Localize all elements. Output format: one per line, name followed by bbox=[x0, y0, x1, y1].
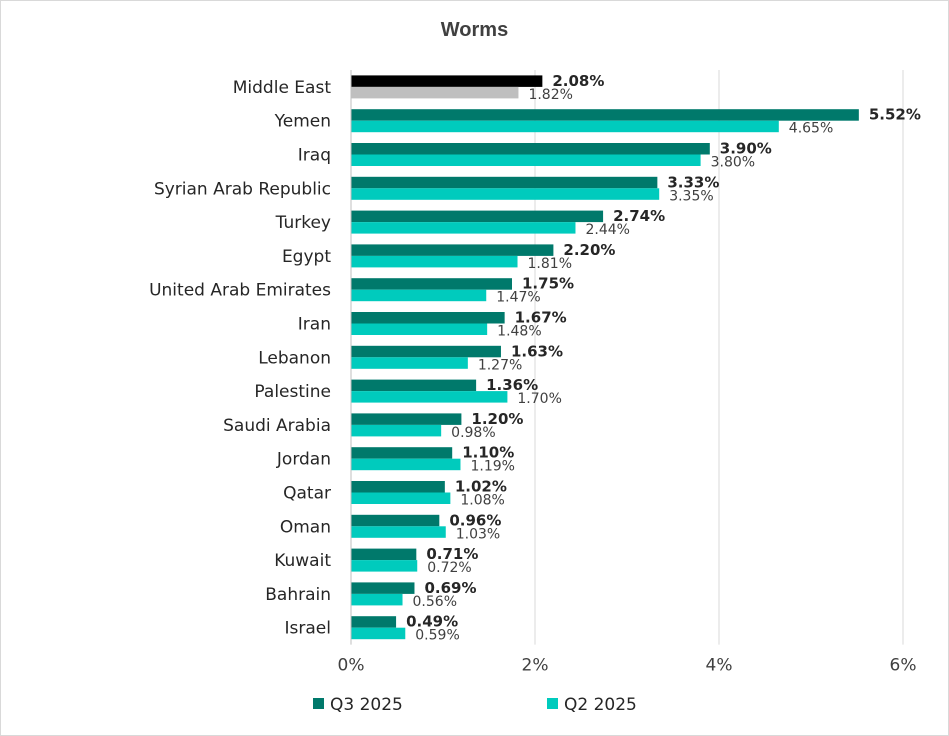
data-label-q3-iraq: 3.90% bbox=[720, 140, 772, 158]
legend-label-q2: Q2 2025 bbox=[564, 695, 637, 715]
bar-q3-syrian-arab-republic bbox=[351, 176, 658, 189]
bar-q3-jordan bbox=[351, 447, 453, 459]
data-label-q2-kuwait: 0.72% bbox=[427, 560, 471, 576]
x-tick-label-2: 2% bbox=[522, 656, 549, 676]
data-label-q2-turkey: 2.44% bbox=[585, 222, 629, 238]
bar-q2-jordan bbox=[351, 458, 461, 471]
bar-q2-israel bbox=[351, 627, 406, 640]
bar-q2-qatar bbox=[351, 492, 451, 504]
bar-q3-israel bbox=[351, 616, 397, 628]
category-label-palestine: Palestine bbox=[254, 382, 331, 402]
category-label-syrian-arab-republic: Syrian Arab Republic bbox=[154, 179, 331, 199]
x-tick-label-0: 0% bbox=[338, 656, 365, 676]
bar-q2-iraq bbox=[351, 154, 701, 166]
bar-q2-egypt bbox=[351, 255, 518, 268]
bar-q3-saudi-arabia bbox=[351, 413, 462, 425]
data-label-q2-syrian-arab-republic: 3.35% bbox=[669, 188, 713, 204]
data-label-q2-middle-east: 1.82% bbox=[528, 87, 572, 103]
data-label-q2-israel: 0.59% bbox=[415, 628, 459, 644]
bar-q3-bahrain bbox=[351, 582, 415, 594]
category-label-yemen: Yemen bbox=[274, 112, 331, 132]
bar-q3-turkey bbox=[351, 210, 604, 223]
bar-q3-egypt bbox=[351, 244, 554, 256]
legend-label-q3: Q3 2025 bbox=[330, 695, 403, 715]
data-label-q3-kuwait: 0.71% bbox=[426, 545, 478, 563]
bar-q2-syrian-arab-republic bbox=[351, 188, 660, 200]
data-label-q3-bahrain: 0.69% bbox=[424, 579, 476, 597]
category-label-united-arab-emirates: United Arab Emirates bbox=[149, 281, 331, 301]
category-label-kuwait: Kuwait bbox=[274, 551, 331, 571]
data-label-q3-israel: 0.49% bbox=[406, 613, 458, 631]
data-label-q3-united-arab-emirates: 1.75% bbox=[522, 275, 574, 293]
data-label-q2-egypt: 1.81% bbox=[528, 256, 572, 272]
data-label-q2-yemen: 4.65% bbox=[789, 121, 833, 137]
data-label-q3-jordan: 1.10% bbox=[462, 444, 514, 462]
category-label-qatar: Qatar bbox=[283, 484, 331, 504]
data-label-q3-turkey: 2.74% bbox=[613, 207, 665, 225]
category-label-turkey: Turkey bbox=[275, 213, 331, 233]
x-tick-label-6: 6% bbox=[890, 656, 917, 676]
category-label-saudi-arabia: Saudi Arabia bbox=[223, 416, 331, 436]
x-tick-label-4: 4% bbox=[706, 656, 733, 676]
data-label-q3-lebanon: 1.63% bbox=[511, 342, 563, 360]
bar-q3-lebanon bbox=[351, 345, 501, 358]
data-label-q3-yemen: 5.52% bbox=[869, 106, 921, 124]
bar-q2-kuwait bbox=[351, 560, 418, 572]
data-label-q3-saudi-arabia: 1.20% bbox=[471, 410, 523, 428]
data-label-q3-syrian-arab-republic: 3.33% bbox=[667, 173, 719, 191]
category-label-israel: Israel bbox=[285, 619, 331, 639]
bar-q2-middle-east bbox=[351, 86, 519, 99]
bar-q3-yemen bbox=[351, 109, 859, 121]
bar-q3-middle-east bbox=[351, 75, 543, 87]
bar-q2-yemen bbox=[351, 120, 779, 133]
category-label-egypt: Egypt bbox=[282, 247, 331, 267]
data-label-q3-palestine: 1.36% bbox=[486, 376, 538, 394]
bar-q2-bahrain bbox=[351, 593, 403, 606]
bar-q2-palestine bbox=[351, 391, 508, 403]
chart-title: Worms bbox=[440, 19, 509, 41]
category-label-lebanon: Lebanon bbox=[258, 348, 331, 368]
data-label-q2-iran: 1.48% bbox=[497, 324, 541, 340]
data-label-q2-saudi-arabia: 0.98% bbox=[451, 425, 495, 441]
bar-q2-united-arab-emirates bbox=[351, 289, 487, 302]
bar-q2-oman bbox=[351, 526, 446, 538]
category-label-bahrain: Bahrain bbox=[265, 585, 331, 605]
bar-q2-lebanon bbox=[351, 357, 468, 369]
data-label-q2-iraq: 3.80% bbox=[711, 155, 755, 171]
data-label-q2-qatar: 1.08% bbox=[460, 493, 504, 509]
data-label-q3-iran: 1.67% bbox=[515, 309, 567, 327]
data-label-q3-middle-east: 2.08% bbox=[552, 72, 604, 90]
bar-q2-iran bbox=[351, 323, 488, 335]
data-label-q3-egypt: 2.20% bbox=[563, 241, 615, 259]
bar-q3-palestine bbox=[351, 379, 477, 392]
data-label-q2-bahrain: 0.56% bbox=[413, 594, 457, 610]
category-label-oman: Oman bbox=[280, 517, 331, 537]
data-label-q2-palestine: 1.70% bbox=[517, 391, 561, 407]
data-label-q3-oman: 0.96% bbox=[449, 511, 501, 529]
legend-swatch-q3 bbox=[313, 698, 324, 709]
legend-swatch-q2 bbox=[547, 698, 558, 709]
category-label-jordan: Jordan bbox=[276, 450, 331, 470]
bar-q3-iraq bbox=[351, 143, 710, 155]
data-label-q2-lebanon: 1.27% bbox=[478, 357, 522, 373]
data-label-q2-jordan: 1.19% bbox=[470, 459, 514, 475]
data-label-q2-oman: 1.03% bbox=[456, 526, 500, 542]
bar-q3-united-arab-emirates bbox=[351, 278, 512, 290]
data-label-q2-united-arab-emirates: 1.47% bbox=[496, 290, 540, 306]
category-label-middle-east: Middle East bbox=[233, 78, 332, 98]
bar-q3-oman bbox=[351, 514, 440, 527]
bar-q2-saudi-arabia bbox=[351, 424, 442, 437]
bar-q3-kuwait bbox=[351, 548, 417, 561]
bar-q2-turkey bbox=[351, 222, 576, 234]
category-label-iran: Iran bbox=[298, 315, 331, 335]
data-label-q3-qatar: 1.02% bbox=[455, 478, 507, 496]
bar-q3-iran bbox=[351, 312, 505, 324]
bar-q3-qatar bbox=[351, 481, 445, 493]
category-label-iraq: Iraq bbox=[298, 146, 331, 166]
